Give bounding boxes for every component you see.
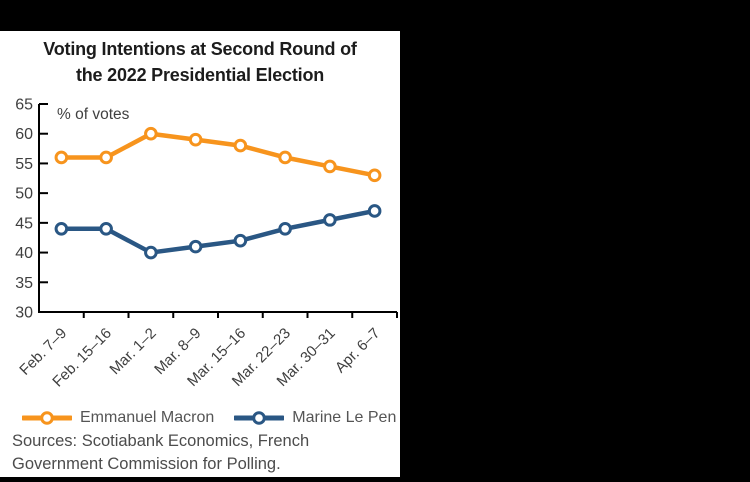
data-point-marker [188, 132, 203, 147]
y-axis-label: 45 [15, 215, 33, 232]
y-axis-label: 30 [15, 305, 33, 322]
y-axis-label: 55 [15, 156, 33, 173]
data-point-marker [323, 159, 337, 174]
data-point-marker [99, 150, 113, 165]
legend-label-lepen: Marine Le Pen [292, 409, 397, 426]
y-axis-label: 35 [15, 275, 33, 292]
data-point-marker [233, 138, 248, 153]
legend-item-lepen: Marine Le Pen [234, 409, 396, 427]
data-point-marker [54, 150, 69, 165]
x-axis-label: Mar. 1–2 [106, 325, 159, 378]
chart-panel: % of votes 30 35 40 45 50 55 60 65 Feb. 7–9 Feb. … [0, 31, 400, 477]
data-point-marker [99, 222, 113, 236]
y-axis-label: 40 [15, 245, 33, 262]
data-point-marker [233, 233, 248, 248]
y-axis-label: 50 [15, 186, 33, 203]
legend-label-macron: Emmanuel Macron [80, 409, 215, 426]
lepen-series-marker-icon [234, 411, 285, 425]
x-axis-label: Apr. 6–7 [332, 325, 384, 377]
data-point-marker [323, 213, 337, 227]
data-point-marker [278, 222, 292, 236]
legend-item-macron: Emmanuel Macron [22, 409, 214, 427]
data-point-marker [144, 126, 158, 141]
chart-title-line2: the 2022 Presidential Election [75, 65, 325, 85]
series-line [59, 131, 377, 178]
y-axis-label: 65 [15, 97, 33, 114]
data-point-marker [188, 239, 203, 254]
sources-line2: Government Commission for Polling. [12, 455, 281, 473]
data-point-marker [367, 168, 382, 183]
data-point-marker [144, 245, 158, 260]
y-axis-label: 60 [15, 126, 33, 143]
chart-title-line1: Voting Intentions at Second Round of [43, 39, 357, 59]
sources-note: Sources: Scotiabank Economics, French Go… [12, 430, 309, 476]
macron-series-marker-icon [22, 411, 72, 425]
chart-title: Voting Intentions at Second Round of the… [0, 36, 400, 88]
series-line [59, 208, 377, 255]
axis-lines [38, 104, 397, 313]
chart-legend: Emmanuel Macron Marine Le Pen [22, 409, 396, 427]
sources-line1: Sources: Scotiabank Economics, French [12, 432, 310, 450]
y-axis-annotation: % of votes [57, 106, 130, 123]
data-point-marker [367, 204, 382, 218]
data-point-marker [278, 150, 292, 165]
data-point-marker [54, 222, 69, 236]
